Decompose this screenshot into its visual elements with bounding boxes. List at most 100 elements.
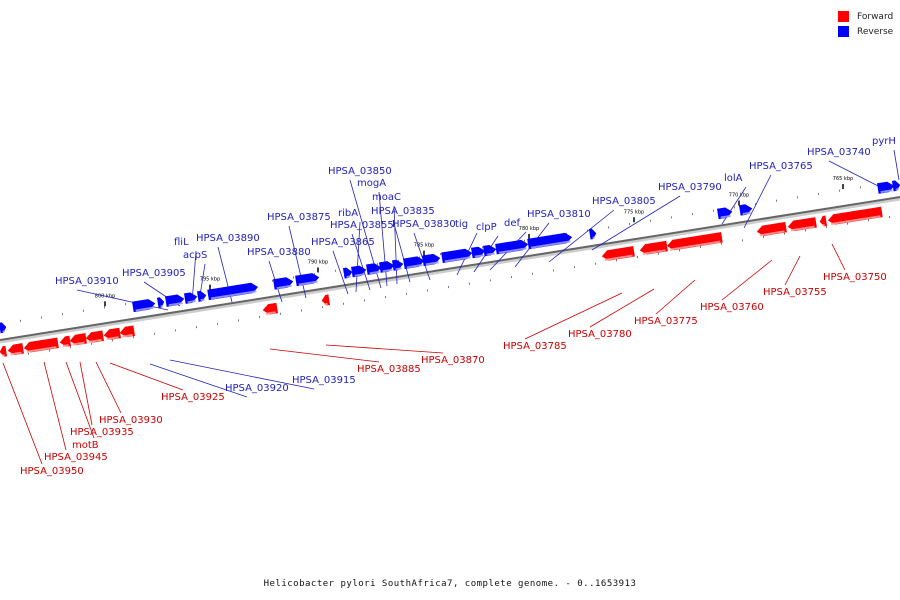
- reverse-gene-arrow: [717, 207, 733, 220]
- ruler-minor-tick: [377, 263, 378, 266]
- forward-gene-arrow: [601, 246, 635, 261]
- leader-line: [743, 174, 772, 229]
- leader-line: [269, 348, 380, 363]
- reverse-gene-arrow: [483, 244, 497, 257]
- ruler-minor-tick: [482, 246, 483, 249]
- forward-gene-arrow: [819, 215, 828, 227]
- reverse-gene-arrow: [0, 322, 7, 334]
- ruler-minor-tick: [679, 249, 680, 252]
- gene-label-hpsa-03855: HPSA_03855: [330, 220, 394, 231]
- gene-label-flil: fliL: [174, 237, 189, 248]
- reverse-gene-arrow: [588, 228, 597, 240]
- ruler-minor-tick: [692, 213, 693, 216]
- reverse-gene-arrow: [495, 239, 529, 255]
- reverse-gene-arrow: [156, 297, 165, 309]
- gene-label-riba: ribA: [338, 208, 358, 219]
- reverse-gene-arrow: [165, 294, 185, 307]
- ruler-minor-tick: [314, 273, 315, 276]
- ruler-minor-tick: [196, 326, 197, 329]
- reverse-gene-arrow: [379, 261, 395, 273]
- ruler-minor-tick: [448, 286, 449, 289]
- leader-line: [721, 259, 773, 301]
- leader-line: [149, 363, 248, 398]
- ruler-minor-tick: [62, 313, 63, 316]
- gene-label-clpp: clpP: [476, 222, 497, 233]
- leader-line: [351, 233, 371, 291]
- gene-label-hpsa-03775: HPSA_03775: [634, 316, 698, 327]
- ruler-minor-tick: [826, 226, 827, 229]
- ruler-minor-tick: [658, 252, 659, 255]
- reverse-swatch: [838, 26, 849, 37]
- gene-label-hpsa-03875: HPSA_03875: [267, 212, 331, 223]
- ruler-tick-label: 790 kbp: [308, 259, 328, 265]
- ruler-minor-tick: [217, 322, 218, 325]
- gene-label-hpsa-03870: HPSA_03870: [421, 355, 485, 366]
- reverse-gene-arrow: [877, 181, 895, 194]
- reverse-label: Reverse: [857, 26, 894, 37]
- leader-line: [65, 361, 95, 439]
- ruler-minor-tick: [532, 272, 533, 275]
- ruler-tick-label: 775 kbp: [624, 209, 644, 215]
- leader-line: [95, 361, 122, 414]
- forward-gene-arrow: [756, 221, 787, 237]
- gene-label-def: def: [504, 218, 521, 229]
- forward-gene-arrow: [119, 325, 135, 338]
- ruler-minor-tick: [608, 226, 609, 229]
- ruler-minor-tick: [860, 186, 861, 189]
- ruler-minor-tick: [301, 309, 302, 312]
- ruler-minor-tick: [238, 319, 239, 322]
- ruler-minor-tick: [343, 302, 344, 305]
- gene-label-hpsa-03755: HPSA_03755: [763, 287, 827, 298]
- reverse-gene-arrow: [207, 282, 259, 301]
- ruler-minor-tick: [364, 299, 365, 302]
- ruler-minor-tick: [889, 216, 890, 219]
- ruler-minor-tick: [755, 203, 756, 206]
- gene-label-hpsa-03765: HPSA_03765: [749, 161, 813, 172]
- leader-line: [784, 255, 801, 286]
- ruler-minor-tick: [322, 306, 323, 309]
- ruler-minor-tick: [734, 206, 735, 209]
- gene-label-pyrh: pyrH: [872, 136, 896, 147]
- forward-gene-arrow: [639, 240, 668, 255]
- ruler-minor-tick: [385, 296, 386, 299]
- reverse-gene-arrow: [422, 253, 441, 266]
- reverse-gene-arrow: [132, 299, 156, 313]
- leader-line: [831, 243, 846, 271]
- ruler-minor-tick: [839, 189, 840, 192]
- ruler-minor-tick: [293, 276, 294, 279]
- reverse-gene-arrow: [739, 204, 753, 216]
- ruler-minor-tick: [133, 336, 134, 339]
- forward-gene-arrow: [827, 206, 883, 226]
- forward-gene-arrow: [59, 335, 72, 348]
- leader-line: [393, 205, 398, 285]
- reverse-gene-arrow: [366, 263, 382, 275]
- ruler-tick-label: 780 kbp: [519, 226, 539, 232]
- leader-line: [524, 292, 623, 340]
- ruler-minor-tick: [671, 216, 672, 219]
- ruler-minor-tick: [154, 332, 155, 335]
- ruler-tick-label: 785 kbp: [414, 243, 434, 249]
- genome-backbone: [0, 196, 900, 344]
- reverse-gene-arrow: [891, 180, 900, 192]
- gene-label-hpsa-03760: HPSA_03760: [700, 302, 764, 313]
- gene-label-hpsa-03805: HPSA_03805: [592, 196, 656, 207]
- gene-label-hpsa-03930: HPSA_03930: [99, 415, 163, 426]
- ruler-minor-tick: [469, 282, 470, 285]
- ruler-minor-tick: [406, 292, 407, 295]
- ruler-minor-tick: [490, 279, 491, 282]
- leader-line: [43, 361, 67, 451]
- gene-label-hpsa-03850: HPSA_03850: [328, 166, 392, 177]
- forward-gene-arrow: [321, 294, 331, 306]
- leader-line: [169, 359, 315, 390]
- ruler-minor-tick: [28, 352, 29, 355]
- legend-reverse: Reverse: [838, 24, 893, 39]
- ruler-minor-tick: [700, 246, 701, 249]
- forward-gene-arrow: [787, 217, 817, 232]
- leader-line: [828, 160, 885, 190]
- gene-features: [0, 180, 900, 357]
- leader-line: [355, 221, 361, 293]
- reverse-gene-arrow: [184, 292, 198, 304]
